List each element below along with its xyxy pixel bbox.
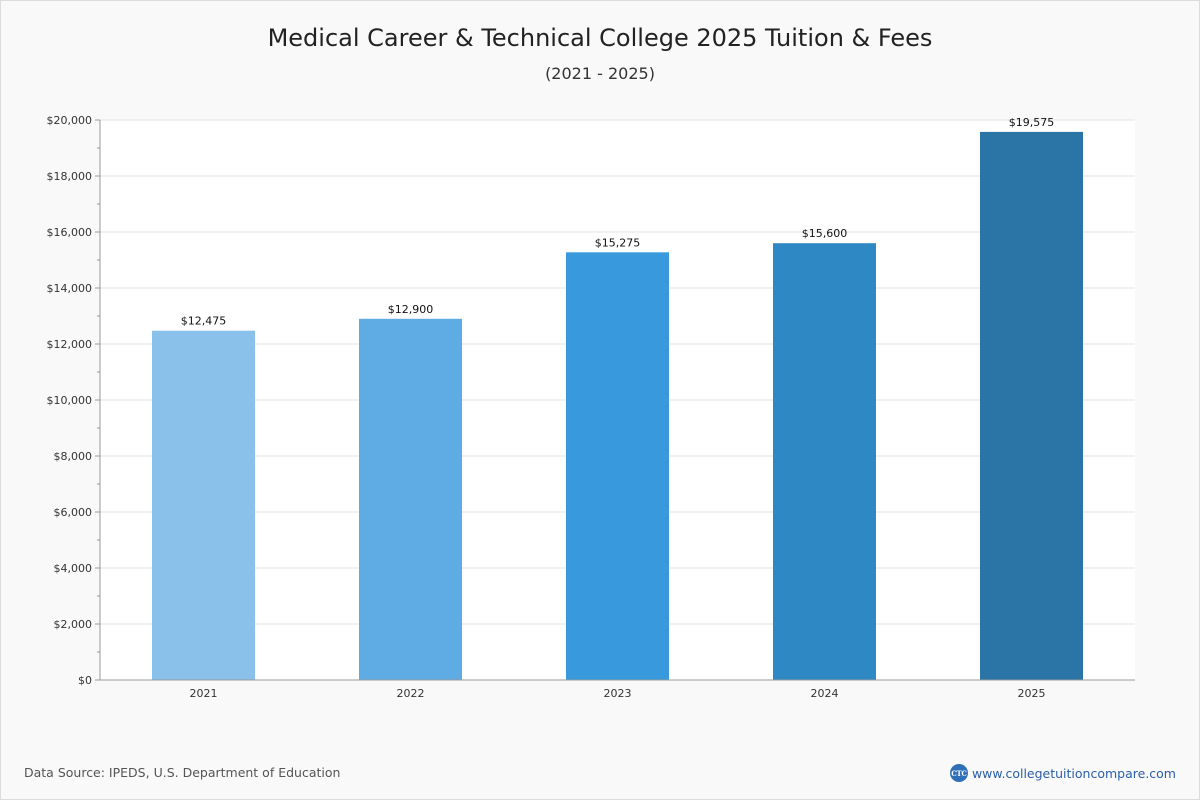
y-tick-label: $8,000 <box>54 450 93 463</box>
bar-2025 <box>980 131 1083 680</box>
y-tick-label: $4,000 <box>54 562 93 575</box>
x-tick-label: 2023 <box>604 687 632 700</box>
ctc-logo-icon: CTC <box>949 764 968 782</box>
x-tick-label: 2021 <box>190 687 218 700</box>
data-label: $15,600 <box>802 227 848 240</box>
x-tick-label: 2022 <box>397 687 425 700</box>
y-tick-label: $2,000 <box>54 618 93 631</box>
data-label: $19,575 <box>1009 116 1055 129</box>
data-label: $12,900 <box>388 303 434 316</box>
x-tick-label: 2024 <box>811 687 839 700</box>
y-tick-label: $0 <box>78 674 92 687</box>
x-tick-label: 2025 <box>1018 687 1046 700</box>
y-tick-label: $6,000 <box>54 506 93 519</box>
bar-2023 <box>566 252 669 681</box>
bar-2022 <box>359 318 462 680</box>
y-tick-label: $14,000 <box>47 282 93 295</box>
y-tick-label: $16,000 <box>47 226 93 239</box>
data-label: $15,275 <box>595 236 641 249</box>
y-tick-label: $12,000 <box>47 338 93 351</box>
brand-link[interactable]: CTC www.collegetuitioncompare.com <box>949 764 1176 782</box>
chart-title: Medical Career & Technical College 2025 … <box>267 24 933 52</box>
data-source: Data Source: IPEDS, U.S. Department of E… <box>24 765 341 780</box>
bar-2021 <box>152 330 255 680</box>
brand-url[interactable]: www.collegetuitioncompare.com <box>971 765 1176 781</box>
y-tick-label: $20,000 <box>47 114 93 127</box>
y-tick-label: $18,000 <box>47 170 93 183</box>
data-label: $12,475 <box>181 315 227 328</box>
chart-subtitle: (2021 - 2025) <box>545 64 655 83</box>
y-tick-label: $10,000 <box>47 394 93 407</box>
bar-2024 <box>773 243 876 680</box>
